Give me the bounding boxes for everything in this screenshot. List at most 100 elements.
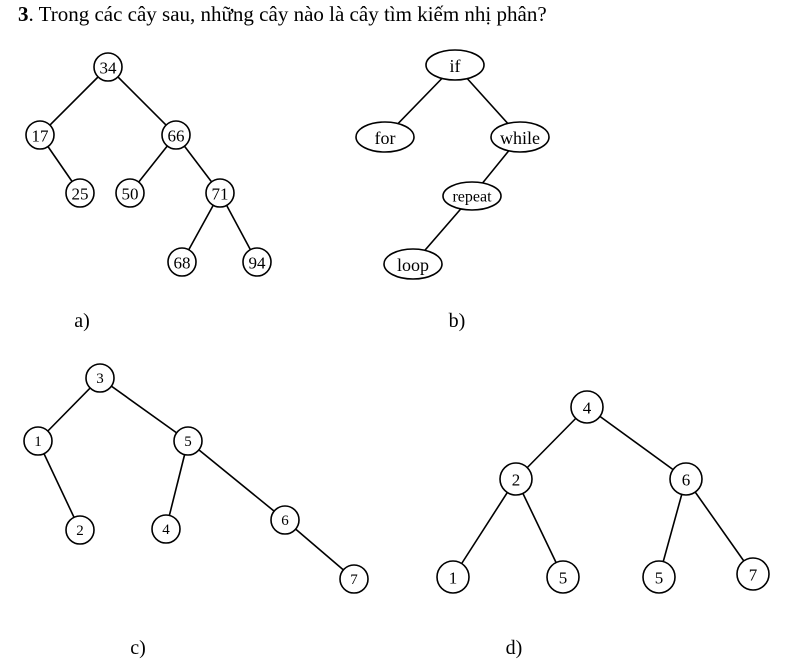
node-label: 5 xyxy=(559,569,568,588)
node-circle xyxy=(383,248,443,280)
node-c2: 2 xyxy=(65,515,95,545)
node-label: 2 xyxy=(512,471,521,490)
node-c4: 4 xyxy=(151,514,181,544)
edge-a34-a17 xyxy=(39,66,109,136)
node-d5a: 5 xyxy=(546,560,580,594)
node-label: 6 xyxy=(281,513,289,529)
node-c3: 3 xyxy=(85,363,115,393)
node-label: 71 xyxy=(212,185,229,204)
node-circle xyxy=(736,557,770,591)
node-d2: 2 xyxy=(499,462,533,496)
node-circle xyxy=(161,120,191,150)
node-label: 7 xyxy=(350,572,358,588)
edge-c1-c2 xyxy=(37,440,81,531)
edge-d6-d5b xyxy=(658,478,687,578)
node-circle xyxy=(25,120,55,150)
question-text: 3. Trong các cây sau, những cây nào là c… xyxy=(18,2,547,27)
node-circle xyxy=(425,49,485,81)
node-label: 7 xyxy=(749,566,758,585)
node-d4: 4 xyxy=(570,390,604,424)
node-circle xyxy=(205,178,235,208)
node-a17: 17 xyxy=(25,120,55,150)
node-circle xyxy=(151,514,181,544)
node-circle xyxy=(23,426,53,456)
node-label: 1 xyxy=(34,434,42,450)
node-a25: 25 xyxy=(65,178,95,208)
node-label: loop xyxy=(397,255,429,275)
node-label: 94 xyxy=(249,254,267,273)
edge-d2-d1 xyxy=(452,478,517,578)
node-circle xyxy=(642,560,676,594)
node-circle xyxy=(93,52,123,82)
edge-c5-c6 xyxy=(187,440,286,521)
node-circle xyxy=(669,462,703,496)
node-label: 6 xyxy=(682,471,691,490)
node-label: 34 xyxy=(100,59,118,78)
node-label: if xyxy=(450,56,461,76)
node-label: 50 xyxy=(122,185,139,204)
node-label: 17 xyxy=(32,127,50,146)
node-bloop: loop xyxy=(383,248,443,280)
tree-b: if for while repeat loop b) xyxy=(355,49,550,332)
tree-d: 4 2 6 1 5 5 7 d) xyxy=(436,390,770,659)
node-bfor: for xyxy=(355,121,415,153)
node-circle xyxy=(115,178,145,208)
node-label: 5 xyxy=(655,569,664,588)
node-a34: 34 xyxy=(93,52,123,82)
node-circle xyxy=(65,515,95,545)
tree-a: 34 17 66 25 50 71 68 94 a) xyxy=(25,52,272,332)
node-circle xyxy=(499,462,533,496)
node-label: repeat xyxy=(452,189,492,206)
edge-d4-d2 xyxy=(515,406,588,480)
edge-d6-d7 xyxy=(685,478,754,575)
tree-c-caption: c) xyxy=(130,637,146,659)
edge-c6-c7 xyxy=(284,519,355,580)
node-bif: if xyxy=(425,49,485,81)
node-bwhile: while xyxy=(490,121,550,153)
node-label: 1 xyxy=(449,569,458,588)
node-label: 5 xyxy=(184,434,192,450)
node-label: 25 xyxy=(72,185,89,204)
node-label: while xyxy=(500,128,540,148)
node-label: 68 xyxy=(174,254,191,273)
node-circle xyxy=(65,178,95,208)
edge-c5-c4 xyxy=(165,440,189,530)
node-a71: 71 xyxy=(205,178,235,208)
tree-d-caption: d) xyxy=(506,637,523,659)
node-d1: 1 xyxy=(436,560,470,594)
node-c6: 6 xyxy=(270,505,300,535)
node-circle xyxy=(339,564,369,594)
node-circle xyxy=(436,560,470,594)
node-circle xyxy=(167,247,197,277)
node-label: 2 xyxy=(76,523,84,539)
edge-d2-d5a xyxy=(515,478,564,578)
node-a66: 66 xyxy=(161,120,191,150)
node-c7: 7 xyxy=(339,564,369,594)
node-label: 4 xyxy=(583,399,592,418)
node-a94: 94 xyxy=(242,247,272,277)
node-d7: 7 xyxy=(736,557,770,591)
node-label: 3 xyxy=(96,371,104,387)
tree-b-caption: b) xyxy=(449,310,466,332)
node-circle xyxy=(173,426,203,456)
question-number: 3 xyxy=(18,2,29,26)
node-circle xyxy=(85,363,115,393)
question-body: . Trong các cây sau, những cây nào là câ… xyxy=(28,2,547,26)
node-circle xyxy=(546,560,580,594)
node-a50: 50 xyxy=(115,178,145,208)
node-brepeat: repeat xyxy=(442,181,502,211)
edge-a34-a66 xyxy=(107,66,177,136)
node-circle xyxy=(242,247,272,277)
edge-c3-c5 xyxy=(99,377,189,442)
node-circle xyxy=(355,121,415,153)
tree-c: 3 1 5 2 4 6 7 c) xyxy=(23,363,369,659)
tree-a-caption: a) xyxy=(74,310,90,332)
node-c1: 1 xyxy=(23,426,53,456)
node-a68: 68 xyxy=(167,247,197,277)
node-circle xyxy=(442,181,502,211)
node-circle xyxy=(270,505,300,535)
node-label: 66 xyxy=(168,127,185,146)
node-label: 4 xyxy=(162,522,170,538)
node-circle xyxy=(570,390,604,424)
